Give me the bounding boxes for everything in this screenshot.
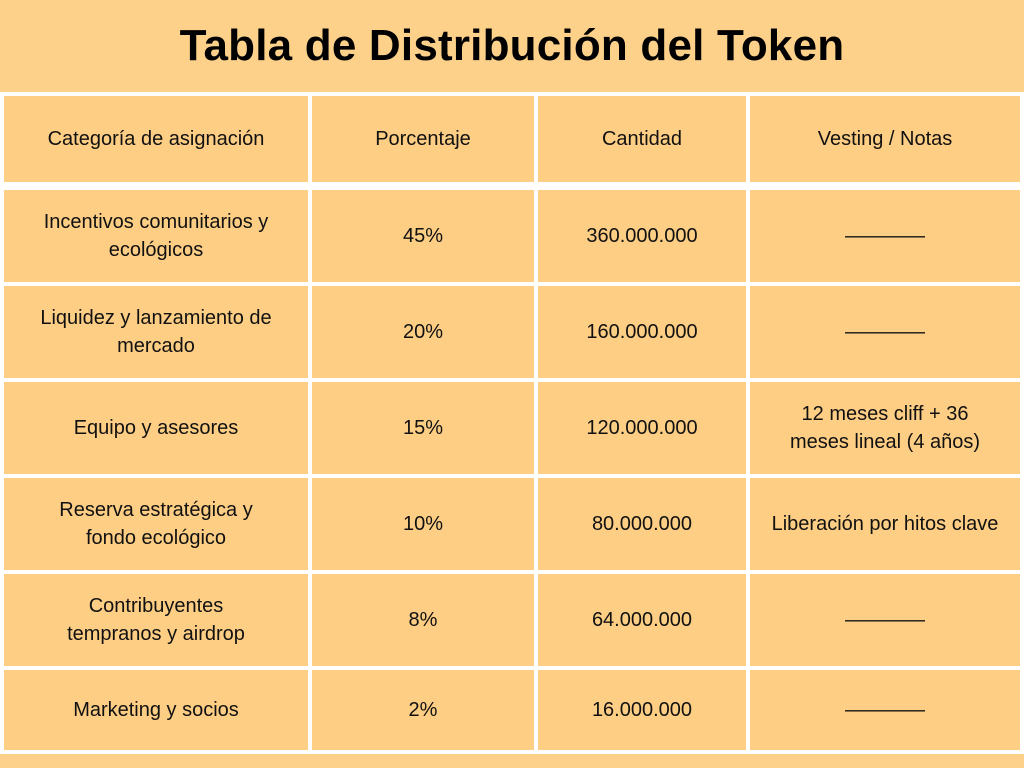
column-header-category: Categoría de asignación	[0, 92, 308, 186]
table-header-row: Categoría de asignación Porcentaje Canti…	[0, 92, 1024, 186]
vesting-cell: Liberación por hitos clave	[746, 474, 1024, 570]
amount-cell: 360.000.000	[534, 186, 746, 282]
percentage-cell: 2%	[308, 666, 534, 754]
table-row: Equipo y asesores 15% 120.000.000 12 mes…	[0, 378, 1024, 474]
percentage-cell: 10%	[308, 474, 534, 570]
table-row: Liquidez y lanzamiento de mercado 20% 16…	[0, 282, 1024, 378]
column-header-percentage: Porcentaje	[308, 92, 534, 186]
amount-cell: 80.000.000	[534, 474, 746, 570]
category-cell: Incentivos comunitarios y ecológicos	[0, 186, 308, 282]
category-cell: Liquidez y lanzamiento de mercado	[0, 282, 308, 378]
vesting-cell: 12 meses cliff + 36 meses lineal (4 años…	[746, 378, 1024, 474]
vesting-cell: ————	[746, 282, 1024, 378]
vesting-cell: ————	[746, 186, 1024, 282]
amount-cell: 120.000.000	[534, 378, 746, 474]
table-row: Reserva estratégica y fondo ecológico 10…	[0, 474, 1024, 570]
column-header-vesting: Vesting / Notas	[746, 92, 1024, 186]
vesting-cell: ————	[746, 666, 1024, 754]
table-row: Contribuyentes tempranos y airdrop 8% 64…	[0, 570, 1024, 666]
table-row: Incentivos comunitarios y ecológicos 45%…	[0, 186, 1024, 282]
category-cell: Reserva estratégica y fondo ecológico	[0, 474, 308, 570]
page-title: Tabla de Distribución del Token	[179, 21, 845, 70]
vesting-cell: ————	[746, 570, 1024, 666]
token-distribution-table: Categoría de asignación Porcentaje Canti…	[0, 92, 1024, 754]
category-cell: Contribuyentes tempranos y airdrop	[0, 570, 308, 666]
percentage-cell: 20%	[308, 282, 534, 378]
amount-cell: 160.000.000	[534, 282, 746, 378]
percentage-cell: 8%	[308, 570, 534, 666]
amount-cell: 64.000.000	[534, 570, 746, 666]
column-header-amount: Cantidad	[534, 92, 746, 186]
amount-cell: 16.000.000	[534, 666, 746, 754]
percentage-cell: 15%	[308, 378, 534, 474]
percentage-cell: 45%	[308, 186, 534, 282]
category-cell: Equipo y asesores	[0, 378, 308, 474]
category-cell: Marketing y socios	[0, 666, 308, 754]
table-row: Marketing y socios 2% 16.000.000 ————	[0, 666, 1024, 754]
